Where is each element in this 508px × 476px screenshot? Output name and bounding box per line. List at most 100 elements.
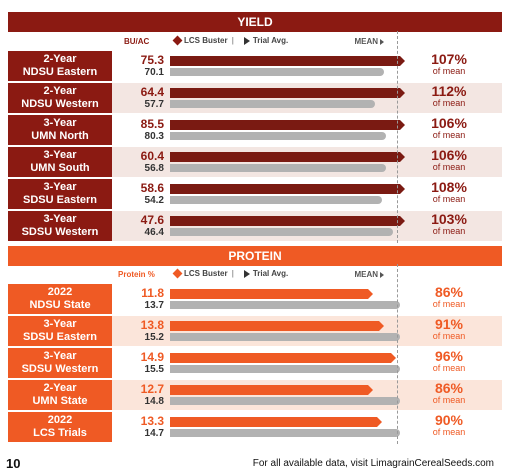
row-label-line1: 3-Year xyxy=(43,149,77,161)
lcs-bar-tip xyxy=(377,417,382,427)
legend-lcs-label: LCS Buster xyxy=(184,269,228,278)
percent-of-mean-sub: of mean xyxy=(432,194,466,204)
legend-lcs-label: LCS Buster xyxy=(184,36,228,45)
protein-unit-label: Protein % xyxy=(118,270,155,279)
lcs-value: 12.7 xyxy=(140,382,164,396)
trial-bar xyxy=(170,196,382,204)
percent-of-mean-sub: of mean xyxy=(432,427,466,437)
trial-triangle-icon xyxy=(243,36,250,45)
percent-of-mean-sub: of mean xyxy=(432,162,466,172)
trial-value: 14.8 xyxy=(144,396,164,407)
percent-of-mean: 112% xyxy=(431,83,467,99)
percent-of-mean: 86% xyxy=(434,284,464,300)
trial-bar xyxy=(170,132,386,140)
row-label-line2: NDSU Eastern xyxy=(22,66,98,78)
trial-bar xyxy=(170,301,400,309)
percent-of-mean-sub: of mean xyxy=(432,299,466,309)
lcs-bar-tip xyxy=(379,321,384,331)
yield-header: YIELD xyxy=(8,12,502,32)
percent-of-mean-sub: of mean xyxy=(432,130,466,140)
yield-subheader: BU/AC LCS Buster | Trial Avg. MEAN xyxy=(118,33,502,51)
lcs-value: 60.4 xyxy=(140,149,164,163)
row-label-line2: UMN State xyxy=(32,395,88,407)
lcs-value: 64.4 xyxy=(140,85,164,99)
row-label-line1: 2022 xyxy=(47,414,73,426)
trial-triangle-icon xyxy=(243,269,250,278)
trial-bar xyxy=(170,333,400,341)
yield-title: YIELD xyxy=(237,15,273,29)
row-label: 3-Year UMN North xyxy=(8,115,112,145)
trial-value: 13.7 xyxy=(144,300,164,311)
row-label-line2: UMN South xyxy=(30,162,90,174)
table-row: 3-Year SDSU Eastern 13.8 15.2 91% of mean xyxy=(8,316,502,346)
table-row: 3-Year UMN North 85.5 80.3 106% of mean xyxy=(8,115,502,145)
protein-title: PROTEIN xyxy=(228,249,282,263)
row-label: 3-Year UMN South xyxy=(8,147,112,177)
row-label-line1: 3-Year xyxy=(43,117,77,129)
row-label: 3-Year SDSU Western xyxy=(8,348,112,378)
lcs-diamond-icon xyxy=(172,268,183,279)
lcs-value: 13.3 xyxy=(140,414,164,428)
trial-bar xyxy=(170,397,400,405)
row-label-line1: 3-Year xyxy=(43,318,77,330)
yield-mean-label: MEAN xyxy=(354,37,384,46)
table-row: 2-Year NDSU Western 64.4 57.7 112% of mean xyxy=(8,83,502,113)
row-label-line2: UMN North xyxy=(31,130,89,142)
row-label-line2: NDSU State xyxy=(29,299,91,311)
lcs-bar xyxy=(170,353,391,363)
lcs-value: 75.3 xyxy=(140,53,164,67)
percent-of-mean-sub: of mean xyxy=(432,98,466,108)
lcs-bar xyxy=(170,385,368,395)
row-label-line1: 2-Year xyxy=(43,85,77,97)
lcs-bar xyxy=(170,56,400,66)
percent-of-mean: 103% xyxy=(431,211,467,227)
percent-of-mean: 106% xyxy=(431,115,467,131)
trial-value: 80.3 xyxy=(144,131,164,142)
percent-of-mean: 91% xyxy=(434,316,464,332)
table-row: 3-Year UMN South 60.4 56.8 106% of mean xyxy=(8,147,502,177)
page-number: 10 xyxy=(6,456,21,471)
lcs-bar-tip xyxy=(368,289,373,299)
trial-value: 15.2 xyxy=(144,332,164,343)
lcs-value: 47.6 xyxy=(140,213,164,227)
lcs-bar-tip xyxy=(400,56,405,66)
lcs-bar xyxy=(170,417,377,427)
footer-text: For all available data, visit LimagrainC… xyxy=(252,458,494,469)
percent-of-mean: 90% xyxy=(434,412,464,428)
trial-value: 70.1 xyxy=(144,67,164,78)
percent-of-mean-sub: of mean xyxy=(432,331,466,341)
protein-subheader: Protein % LCS Buster | Trial Avg. MEAN xyxy=(118,266,502,284)
lcs-bar xyxy=(170,289,368,299)
percent-of-mean-sub: of mean xyxy=(432,363,466,373)
trial-bar xyxy=(170,100,375,108)
percent-of-mean: 96% xyxy=(434,348,464,364)
row-label-line1: 2-Year xyxy=(43,53,77,65)
trial-value: 57.7 xyxy=(144,99,164,110)
lcs-bar-tip xyxy=(400,152,405,162)
lcs-bar xyxy=(170,216,400,226)
table-row: 3-Year SDSU Western 14.9 15.5 96% of mean xyxy=(8,348,502,378)
lcs-bar-tip xyxy=(400,184,405,194)
protein-mean-label: MEAN xyxy=(354,270,384,279)
lcs-bar xyxy=(170,321,379,331)
percent-of-mean: 106% xyxy=(431,147,467,163)
legend-trial-label: Trial Avg. xyxy=(252,36,289,45)
row-label-line1: 3-Year xyxy=(43,350,77,362)
protein-header: PROTEIN xyxy=(8,246,502,266)
mean-divider xyxy=(397,31,398,243)
lcs-bar xyxy=(170,120,400,130)
table-row: 2022 NDSU State 11.8 13.7 86% of mean xyxy=(8,284,502,314)
lcs-value: 11.8 xyxy=(141,286,164,300)
lcs-bar xyxy=(170,88,400,98)
lcs-bar xyxy=(170,184,400,194)
row-label-line2: SDSU Eastern xyxy=(23,331,97,343)
yield-legend: LCS Buster | Trial Avg. xyxy=(172,35,289,46)
row-label-line1: 2022 xyxy=(47,286,73,298)
table-row: 2-Year UMN State 12.7 14.8 86% of mean xyxy=(8,380,502,410)
lcs-bar xyxy=(170,152,400,162)
trial-value: 46.4 xyxy=(144,227,164,238)
row-label: 2022 LCS Trials xyxy=(8,412,112,442)
percent-of-mean-sub: of mean xyxy=(432,395,466,405)
row-label-line2: LCS Trials xyxy=(33,427,87,439)
mean-arrow-icon xyxy=(380,271,384,278)
